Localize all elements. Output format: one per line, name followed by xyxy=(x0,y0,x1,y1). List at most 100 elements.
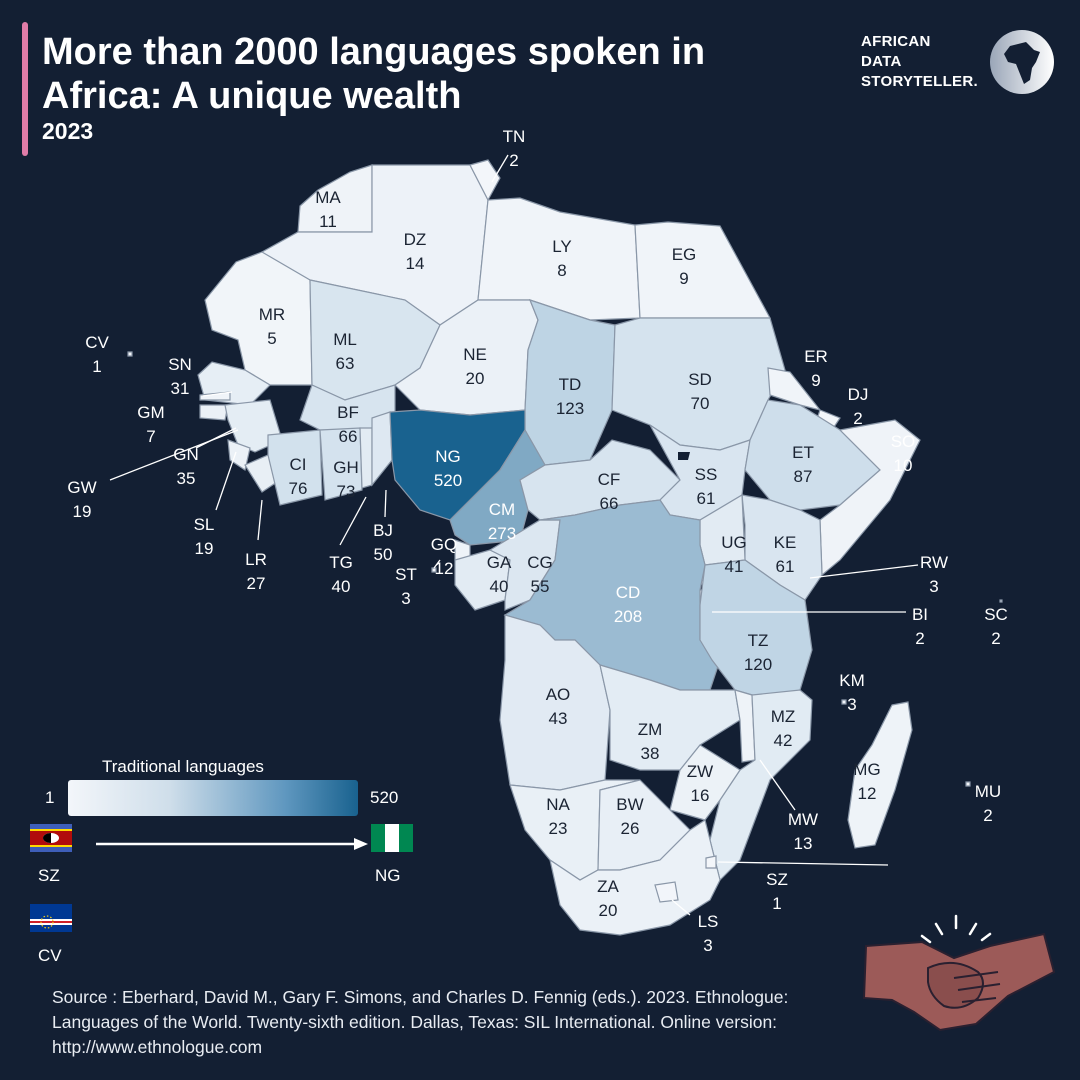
country-value-label: 38 xyxy=(641,744,660,763)
leader-line xyxy=(491,154,509,183)
country-code-label: SZ xyxy=(766,870,788,889)
brand-line: DATA xyxy=(861,53,902,70)
leader-line xyxy=(215,451,237,511)
country-mu xyxy=(965,781,971,787)
country-sl xyxy=(227,439,251,471)
source-note: Source : Eberhard, David M., Gary F. Sim… xyxy=(52,987,789,1057)
leader-line xyxy=(384,489,387,518)
leader-line xyxy=(759,759,796,811)
country-ci xyxy=(267,429,323,506)
brand-line: AFRICAN xyxy=(861,33,931,50)
country-value-label: 66 xyxy=(339,427,358,446)
country-value-label: 1 xyxy=(92,357,101,376)
country-ls xyxy=(654,881,679,903)
leader-lines xyxy=(109,154,919,916)
country-ao xyxy=(499,614,611,791)
country-sc xyxy=(999,599,1003,603)
lake-mark xyxy=(678,452,690,460)
country-value-label: 5 xyxy=(267,329,276,348)
leader-line xyxy=(257,499,263,541)
country-code-label: TD xyxy=(559,375,582,394)
country-code-label: CV xyxy=(85,333,109,352)
country-code-label: KM xyxy=(839,671,865,690)
country-code-label: NE xyxy=(463,345,487,364)
country-value-label: 9 xyxy=(679,269,688,288)
country-cv xyxy=(127,351,133,357)
leader-line xyxy=(809,564,919,579)
country-value-label: 3 xyxy=(847,695,856,714)
country-value-label: 20 xyxy=(599,901,618,920)
country-code-label: CM xyxy=(489,500,515,519)
country-value-label: 13 xyxy=(794,834,813,853)
country-value-label: 61 xyxy=(776,557,795,576)
nigeria-flag-icon xyxy=(371,824,413,852)
country-value-label: 76 xyxy=(289,479,308,498)
country-value-label: 63 xyxy=(336,354,355,373)
country-code-label: EG xyxy=(672,245,697,264)
country-value-label: 16 xyxy=(691,786,710,805)
country-tn xyxy=(469,159,501,202)
legend-color-scale xyxy=(68,780,358,816)
country-value-label: 14 xyxy=(406,254,425,273)
flag-label-min: SZ xyxy=(38,866,60,885)
country-value-label: 8 xyxy=(557,261,566,280)
country-value-label: 2 xyxy=(983,806,992,825)
country-value-label: 20 xyxy=(466,369,485,388)
country-gh xyxy=(319,427,363,501)
country-value-label: 520 xyxy=(434,471,462,490)
country-value-label: 26 xyxy=(621,819,640,838)
country-code-label: ZW xyxy=(687,762,713,781)
cape-verde-flag-icon xyxy=(30,904,72,932)
country-value-label: 208 xyxy=(614,607,642,626)
country-code-label: MR xyxy=(259,305,285,324)
country-code-label: SO xyxy=(891,432,916,451)
country-value-label: 70 xyxy=(691,394,710,413)
country-code-label: SC xyxy=(984,605,1008,624)
country-value-label: 9 xyxy=(811,371,820,390)
country-code-label: GW xyxy=(67,478,96,497)
country-value-label: 66 xyxy=(600,494,619,513)
country-code-label: ET xyxy=(792,443,814,462)
country-so xyxy=(819,419,921,577)
country-code-label: SD xyxy=(688,370,712,389)
country-value-label: 19 xyxy=(73,502,92,521)
country-value-label: 35 xyxy=(177,469,196,488)
leader-line xyxy=(202,391,233,397)
country-code-label: BF xyxy=(337,403,359,422)
country-code-label: CD xyxy=(616,583,641,602)
country-tg xyxy=(359,427,373,489)
country-value-label: 123 xyxy=(556,399,584,418)
country-ke xyxy=(741,494,823,601)
leader-line xyxy=(433,559,441,569)
africa-globe-logo-icon xyxy=(990,30,1054,94)
country-value-label: 40 xyxy=(490,577,509,596)
page-subtitle-year: 2023 xyxy=(42,118,94,144)
brand-wordmark: AFRICAN DATA STORYTELLER. xyxy=(861,32,978,92)
country-code-label: BJ xyxy=(373,521,393,540)
flag-label-extra: CV xyxy=(38,946,62,965)
country-zm xyxy=(599,664,741,771)
country-value-label: 11 xyxy=(319,212,337,231)
country-mg xyxy=(847,701,913,849)
country-value-label: 55 xyxy=(531,577,550,596)
country-code-label: TG xyxy=(329,553,353,572)
country-value-label: 3 xyxy=(929,577,938,596)
country-value-label: 3 xyxy=(401,589,410,608)
country-value-label: 7 xyxy=(146,427,155,446)
country-code-label: MW xyxy=(788,810,818,829)
legend-max-label: 520 xyxy=(370,788,399,807)
country-code-label: LY xyxy=(552,237,572,256)
legend-min-label: 1 xyxy=(45,788,55,807)
page-title: More than 2000 languages spoken in Afric… xyxy=(42,31,706,117)
country-code-label: NA xyxy=(546,795,570,814)
country-value-label: 10 xyxy=(894,456,913,475)
country-km xyxy=(841,699,847,705)
country-code-label: SN xyxy=(168,355,192,374)
country-value-label: 23 xyxy=(549,819,568,838)
country-value-label: 40 xyxy=(332,577,351,596)
eswatini-flag-icon xyxy=(30,824,72,852)
title-accent-bar xyxy=(22,22,28,156)
country-code-label: ER xyxy=(804,347,828,366)
